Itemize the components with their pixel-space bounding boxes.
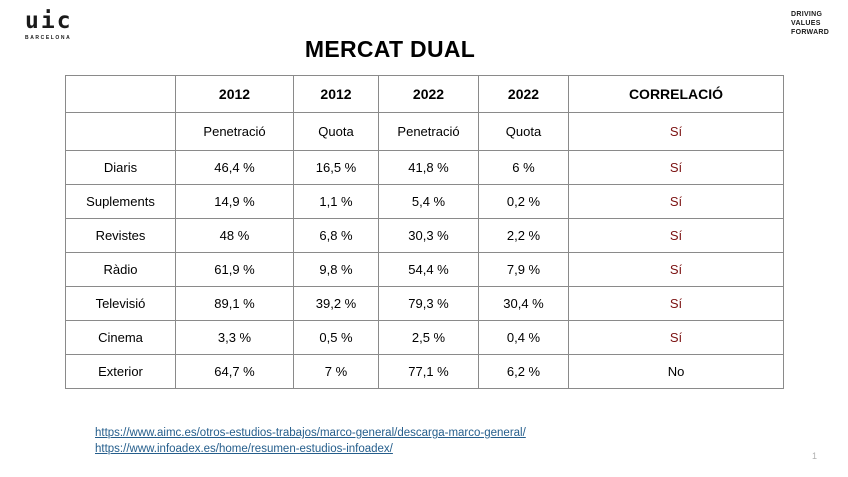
cell-value: 30,3 % [378, 218, 479, 253]
subheader-cell: Quota [478, 112, 569, 151]
cell-value: 89,1 % [175, 286, 294, 321]
correlacio-cell: No [568, 354, 784, 389]
cell-value: 14,9 % [175, 184, 294, 219]
cell-value: 77,1 % [378, 354, 479, 389]
cell-value: 0,2 % [478, 184, 569, 219]
correlacio-cell: Sí [568, 112, 784, 151]
cell-value: 54,4 % [378, 252, 479, 287]
col-header: 2022 [378, 75, 479, 113]
mercat-dual-table: 2012 2012 2022 2022 CORRELACIÓ Penetraci… [65, 75, 784, 389]
correlacio-cell: Sí [568, 150, 784, 185]
row-label: Cinema [65, 320, 176, 355]
cell-value: 39,2 % [293, 286, 379, 321]
col-header: 2012 [175, 75, 294, 113]
title-wrap: MERCAT DUAL [0, 36, 780, 63]
col-header [65, 75, 176, 113]
cell-value: 6,2 % [478, 354, 569, 389]
source-links: https://www.aimc.es/otros-estudios-traba… [95, 425, 526, 457]
table-row: Cinema 3,3 % 0,5 % 2,5 % 0,4 % Sí [65, 320, 784, 355]
correlacio-cell: Sí [568, 252, 784, 287]
table-subheader-row: Penetració Quota Penetració Quota Sí [65, 112, 784, 151]
table-row: Revistes 48 % 6,8 % 30,3 % 2,2 % Sí [65, 218, 784, 253]
cell-value: 2,5 % [378, 320, 479, 355]
table-row: Diaris 46,4 % 16,5 % 41,8 % 6 % Sí [65, 150, 784, 185]
subheader-cell: Penetració [175, 112, 294, 151]
cell-value: 48 % [175, 218, 294, 253]
table-row: Televisió 89,1 % 39,2 % 79,3 % 30,4 % Sí [65, 286, 784, 321]
correlacio-cell: Sí [568, 286, 784, 321]
cell-value: 79,3 % [378, 286, 479, 321]
table-header-row: 2012 2012 2022 2022 CORRELACIÓ [65, 75, 784, 113]
subheader-cell: Quota [293, 112, 379, 151]
row-label: Ràdio [65, 252, 176, 287]
correlacio-cell: Sí [568, 184, 784, 219]
cell-value: 7 % [293, 354, 379, 389]
page-title: MERCAT DUAL [304, 36, 476, 62]
table-row: Ràdio 61,9 % 9,8 % 54,4 % 7,9 % Sí [65, 252, 784, 287]
correlacio-cell: Sí [568, 320, 784, 355]
row-label: Diaris [65, 150, 176, 185]
table-row: Exterior 64,7 % 7 % 77,1 % 6,2 % No [65, 354, 784, 389]
row-label: Suplements [65, 184, 176, 219]
subheader-cell [65, 112, 176, 151]
col-header: 2022 [478, 75, 569, 113]
cell-value: 6 % [478, 150, 569, 185]
uic-logo: uic BARCELONA [25, 8, 73, 42]
cell-value: 7,9 % [478, 252, 569, 287]
page-number: 1 [812, 451, 818, 461]
tagline-line: VALUES [791, 20, 821, 27]
cell-value: 61,9 % [175, 252, 294, 287]
link-infoadex[interactable]: https://www.infoadex.es/home/resumen-est… [95, 443, 393, 455]
logo-subtext: BARCELONA [25, 35, 72, 41]
table-row: Suplements 14,9 % 1,1 % 5,4 % 0,2 % Sí [65, 184, 784, 219]
cell-value: 46,4 % [175, 150, 294, 185]
col-header: CORRELACIÓ [568, 75, 784, 113]
cell-value: 2,2 % [478, 218, 569, 253]
cell-value: 41,8 % [378, 150, 479, 185]
cell-value: 0,5 % [293, 320, 379, 355]
link-aimc[interactable]: https://www.aimc.es/otros-estudios-traba… [95, 427, 526, 439]
cell-value: 0,4 % [478, 320, 569, 355]
cell-value: 1,1 % [293, 184, 379, 219]
row-label: Revistes [65, 218, 176, 253]
row-label: Televisió [65, 286, 176, 321]
correlacio-cell: Sí [568, 218, 784, 253]
tagline: DRIVING VALUES FORWARD [791, 10, 829, 37]
cell-value: 30,4 % [478, 286, 569, 321]
cell-value: 6,8 % [293, 218, 379, 253]
tagline-line: FORWARD [791, 29, 830, 36]
col-header: 2012 [293, 75, 379, 113]
cell-value: 3,3 % [175, 320, 294, 355]
cell-value: 9,8 % [293, 252, 379, 287]
tagline-line: DRIVING [791, 11, 823, 18]
cell-value: 16,5 % [293, 150, 379, 185]
cell-value: 64,7 % [175, 354, 294, 389]
cell-value: 5,4 % [378, 184, 479, 219]
row-label: Exterior [65, 354, 176, 389]
logo-text: uic [25, 8, 73, 34]
subheader-cell: Penetració [378, 112, 479, 151]
